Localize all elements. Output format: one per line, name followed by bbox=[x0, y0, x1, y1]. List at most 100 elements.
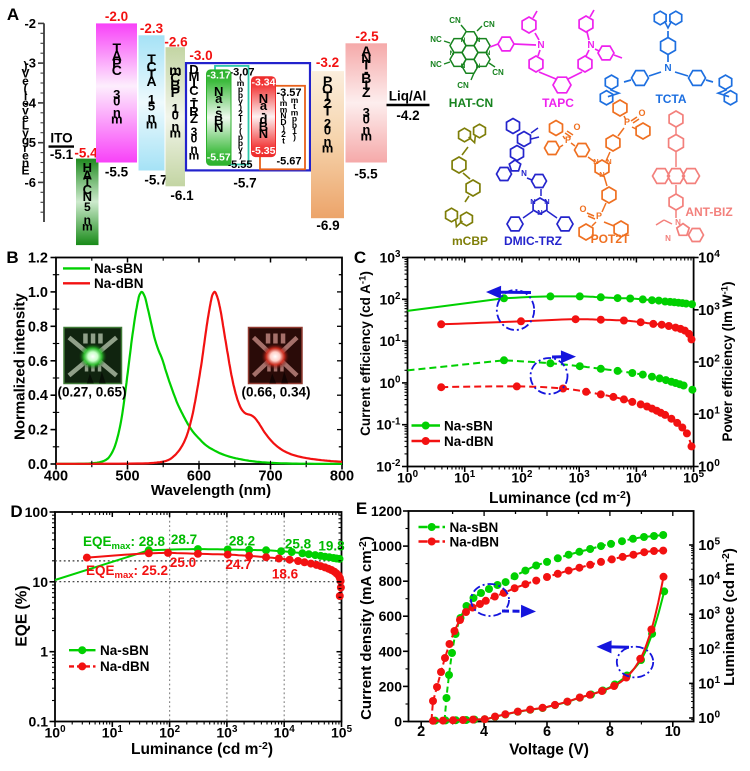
svg-text:C: C bbox=[112, 62, 122, 78]
svg-text:P: P bbox=[624, 117, 630, 127]
svg-text:E: E bbox=[21, 163, 29, 177]
svg-text:y: y bbox=[238, 144, 243, 154]
svg-text:m: m bbox=[146, 117, 158, 132]
svg-text:e: e bbox=[22, 96, 29, 110]
svg-text:400: 400 bbox=[379, 643, 403, 659]
svg-text:N: N bbox=[606, 157, 611, 166]
svg-text:N: N bbox=[521, 169, 527, 178]
svg-text:EQEmax: 28.8: EQEmax: 28.8 bbox=[83, 534, 166, 552]
svg-text:N: N bbox=[214, 84, 223, 99]
svg-text:0: 0 bbox=[191, 132, 198, 146]
svg-text:6: 6 bbox=[543, 724, 551, 740]
svg-text:24.7: 24.7 bbox=[225, 557, 251, 572]
svg-text:28.2: 28.2 bbox=[229, 534, 255, 549]
svg-text:-5.55: -5.55 bbox=[227, 159, 252, 171]
svg-text:B: B bbox=[214, 113, 223, 128]
svg-text:m: m bbox=[322, 141, 334, 156]
svg-text:a: a bbox=[260, 98, 268, 113]
svg-text:ANT-BIZ: ANT-BIZ bbox=[685, 205, 732, 219]
svg-text:-6.1: -6.1 bbox=[170, 188, 194, 203]
svg-text:T: T bbox=[190, 97, 198, 112]
svg-text:1200: 1200 bbox=[371, 503, 402, 519]
svg-text:0: 0 bbox=[113, 94, 120, 109]
svg-text:-: - bbox=[217, 98, 221, 113]
svg-text:s: s bbox=[215, 106, 222, 121]
svg-text:Na-sBN: Na-sBN bbox=[450, 520, 499, 535]
svg-text:POT2T: POT2T bbox=[591, 232, 630, 246]
svg-text:A: A bbox=[7, 5, 19, 24]
svg-text:DMIC-TRZ: DMIC-TRZ bbox=[504, 234, 562, 248]
svg-text:n: n bbox=[171, 119, 179, 134]
svg-text:-4.2: -4.2 bbox=[396, 108, 419, 123]
svg-text:-5.35: -5.35 bbox=[252, 145, 276, 157]
svg-text:3: 3 bbox=[363, 105, 370, 120]
svg-text:O: O bbox=[573, 122, 580, 132]
svg-text:O: O bbox=[322, 80, 333, 96]
svg-text:600: 600 bbox=[187, 469, 211, 485]
svg-text:TCTA: TCTA bbox=[655, 92, 686, 106]
svg-text:2: 2 bbox=[238, 108, 243, 118]
svg-text:N: N bbox=[593, 157, 598, 166]
svg-text:1: 1 bbox=[148, 92, 155, 107]
svg-text:-5.5: -5.5 bbox=[354, 167, 378, 182]
svg-text:N: N bbox=[361, 50, 371, 66]
svg-text:C: C bbox=[189, 83, 199, 98]
svg-text:5: 5 bbox=[84, 200, 91, 214]
svg-text:): ) bbox=[24, 59, 28, 73]
svg-text:Luminance (cd m-2): Luminance (cd m-2) bbox=[131, 740, 273, 758]
svg-text:400: 400 bbox=[44, 469, 68, 485]
svg-text:CN: CN bbox=[457, 81, 469, 90]
svg-text:m: m bbox=[280, 98, 288, 108]
svg-text:(0.27, 0.65): (0.27, 0.65) bbox=[57, 385, 126, 400]
svg-text:0: 0 bbox=[394, 714, 402, 730]
svg-text:T: T bbox=[147, 66, 156, 82]
svg-text:Na-sBN: Na-sBN bbox=[444, 418, 493, 433]
svg-text:1.2: 1.2 bbox=[28, 251, 48, 267]
svg-text:EQEmax: 25.2: EQEmax: 25.2 bbox=[86, 563, 168, 581]
svg-text:b: b bbox=[292, 120, 297, 130]
svg-text:m: m bbox=[291, 107, 299, 117]
svg-text:Power efficiency (lm W-1): Power efficiency (lm W-1) bbox=[719, 282, 735, 442]
svg-text:200: 200 bbox=[379, 678, 403, 694]
svg-text:A: A bbox=[361, 43, 371, 59]
svg-text:m: m bbox=[189, 149, 200, 163]
svg-text:CN: CN bbox=[483, 20, 495, 29]
svg-text:N: N bbox=[587, 40, 594, 51]
svg-text:N: N bbox=[461, 37, 466, 44]
svg-text:-: - bbox=[364, 63, 369, 79]
svg-text:-2: -2 bbox=[24, 16, 36, 31]
svg-text:M: M bbox=[189, 69, 200, 84]
svg-text:p: p bbox=[238, 132, 243, 142]
svg-text:700: 700 bbox=[258, 469, 282, 485]
svg-text:25.8: 25.8 bbox=[285, 537, 312, 552]
svg-text:25.0: 25.0 bbox=[170, 555, 196, 570]
svg-text:v: v bbox=[22, 104, 29, 118]
svg-text:N: N bbox=[259, 126, 268, 141]
svg-text:TAPC: TAPC bbox=[542, 96, 574, 110]
svg-text:0.8: 0.8 bbox=[28, 319, 48, 335]
svg-text:N: N bbox=[537, 40, 544, 51]
svg-text:mCBP: mCBP bbox=[452, 234, 488, 248]
svg-text:-5.7: -5.7 bbox=[233, 176, 256, 191]
svg-text:Normalized intensity: Normalized intensity bbox=[11, 293, 28, 440]
svg-text:1: 1 bbox=[292, 126, 297, 136]
svg-text:2: 2 bbox=[417, 724, 425, 740]
svg-text:-5.5: -5.5 bbox=[105, 165, 129, 180]
svg-text:Liq/Al: Liq/Al bbox=[389, 89, 427, 104]
svg-text:-: - bbox=[192, 90, 196, 105]
svg-text:10: 10 bbox=[665, 724, 681, 740]
svg-text:B: B bbox=[259, 119, 268, 134]
svg-text:2: 2 bbox=[324, 116, 331, 131]
svg-text:CN: CN bbox=[492, 68, 504, 77]
svg-text:): ) bbox=[239, 102, 242, 112]
svg-text:2: 2 bbox=[281, 129, 286, 139]
svg-text:d: d bbox=[260, 112, 268, 127]
svg-text:N: N bbox=[664, 63, 671, 74]
svg-text:-5.7: -5.7 bbox=[144, 173, 167, 188]
svg-text:EQE (%): EQE (%) bbox=[14, 585, 31, 646]
svg-text:m: m bbox=[111, 112, 123, 127]
svg-text:N: N bbox=[544, 197, 549, 206]
svg-text:): ) bbox=[239, 150, 242, 160]
svg-text:y: y bbox=[238, 96, 243, 106]
svg-text:C: C bbox=[83, 182, 93, 197]
